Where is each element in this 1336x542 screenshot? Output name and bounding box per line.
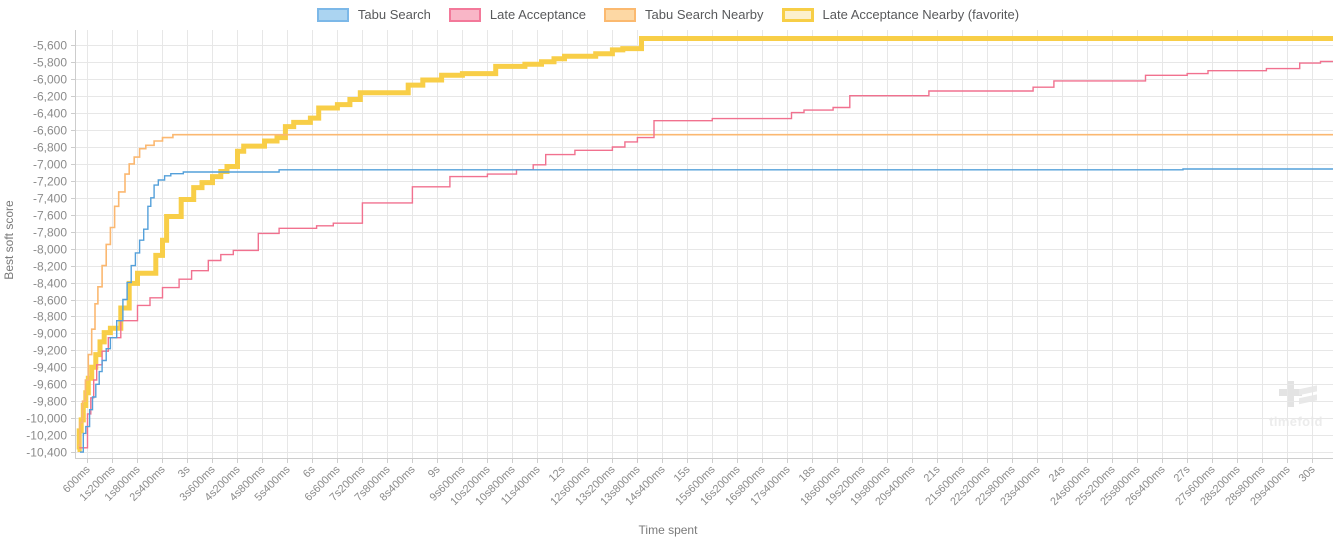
y-tick-label: -6,800 <box>33 141 67 155</box>
series-line-late-acceptance <box>79 60 1333 449</box>
x-tick-label: 9s <box>426 463 443 480</box>
x-tick-label: 3s <box>176 463 193 480</box>
legend-swatch-tabu-search <box>316 7 349 22</box>
y-tick-label: -7,400 <box>33 192 67 206</box>
y-tick-label: -9,800 <box>33 395 67 409</box>
y-tick-label: -9,600 <box>33 378 67 392</box>
series-line-tabu-search <box>80 168 1333 453</box>
series-line-late-acceptance-nearby <box>76 36 1333 452</box>
x-axis-title: Time spent <box>638 523 698 537</box>
y-tick-label: -5,800 <box>33 56 67 70</box>
legend-swatch-tabu-search-nearby <box>604 7 637 22</box>
legend-label: Tabu Search <box>357 7 431 22</box>
x-tick-label: 27s <box>1172 463 1193 484</box>
y-tick-label: -8,800 <box>33 310 67 324</box>
y-tick-label: -8,600 <box>33 294 67 308</box>
y-tick-label: -7,800 <box>33 226 67 240</box>
legend-item-late-acceptance-nearby[interactable]: Late Acceptance Nearby (favorite) <box>781 7 1020 22</box>
legend-item-tabu-search-nearby[interactable]: Tabu Search Nearby <box>604 7 764 22</box>
legend-swatch-late-acceptance <box>448 7 481 22</box>
y-tick-label: -6,400 <box>33 107 67 121</box>
y-tick-label: -7,000 <box>33 158 67 172</box>
y-tick-label: -9,000 <box>33 327 67 341</box>
x-tick-label: 24s <box>1047 463 1068 484</box>
legend-label: Tabu Search Nearby <box>645 7 764 22</box>
y-tick-label: -10,200 <box>26 429 67 443</box>
chart-legend: Tabu Search Late Acceptance Tabu Search … <box>0 7 1336 22</box>
y-tick-label: -6,600 <box>33 124 67 138</box>
y-tick-label: -9,400 <box>33 361 67 375</box>
y-tick-label: -5,600 <box>33 39 67 53</box>
legend-swatch-late-acceptance-nearby <box>781 7 814 22</box>
y-tick-label: -9,200 <box>33 344 67 358</box>
legend-label: Late Acceptance <box>489 7 587 22</box>
legend-item-late-acceptance[interactable]: Late Acceptance <box>448 7 587 22</box>
x-tick-label: 30s <box>1297 463 1318 484</box>
y-tick-label: -10,400 <box>26 446 67 460</box>
legend-item-tabu-search[interactable]: Tabu Search <box>316 7 431 22</box>
x-tick-label: 15s <box>672 463 693 484</box>
x-tick-label: 21s <box>922 463 943 484</box>
y-tick-label: -8,200 <box>33 260 67 274</box>
watermark-brand-text: timefold <box>1269 414 1323 429</box>
y-tick-label: -10,000 <box>26 412 67 426</box>
x-tick-label: 6s <box>301 463 318 480</box>
series-line-tabu-search-nearby <box>77 133 1333 447</box>
y-tick-label: -7,600 <box>33 209 67 223</box>
legend-label: Late Acceptance Nearby (favorite) <box>822 7 1020 22</box>
x-tick-label: 12s <box>547 463 568 484</box>
x-tick-label: 18s <box>797 463 818 484</box>
y-tick-label: -8,000 <box>33 243 67 257</box>
y-tick-label: -7,200 <box>33 175 67 189</box>
y-tick-label: -6,200 <box>33 90 67 104</box>
y-tick-label: -8,400 <box>33 277 67 291</box>
y-tick-label: -6,000 <box>33 73 67 87</box>
